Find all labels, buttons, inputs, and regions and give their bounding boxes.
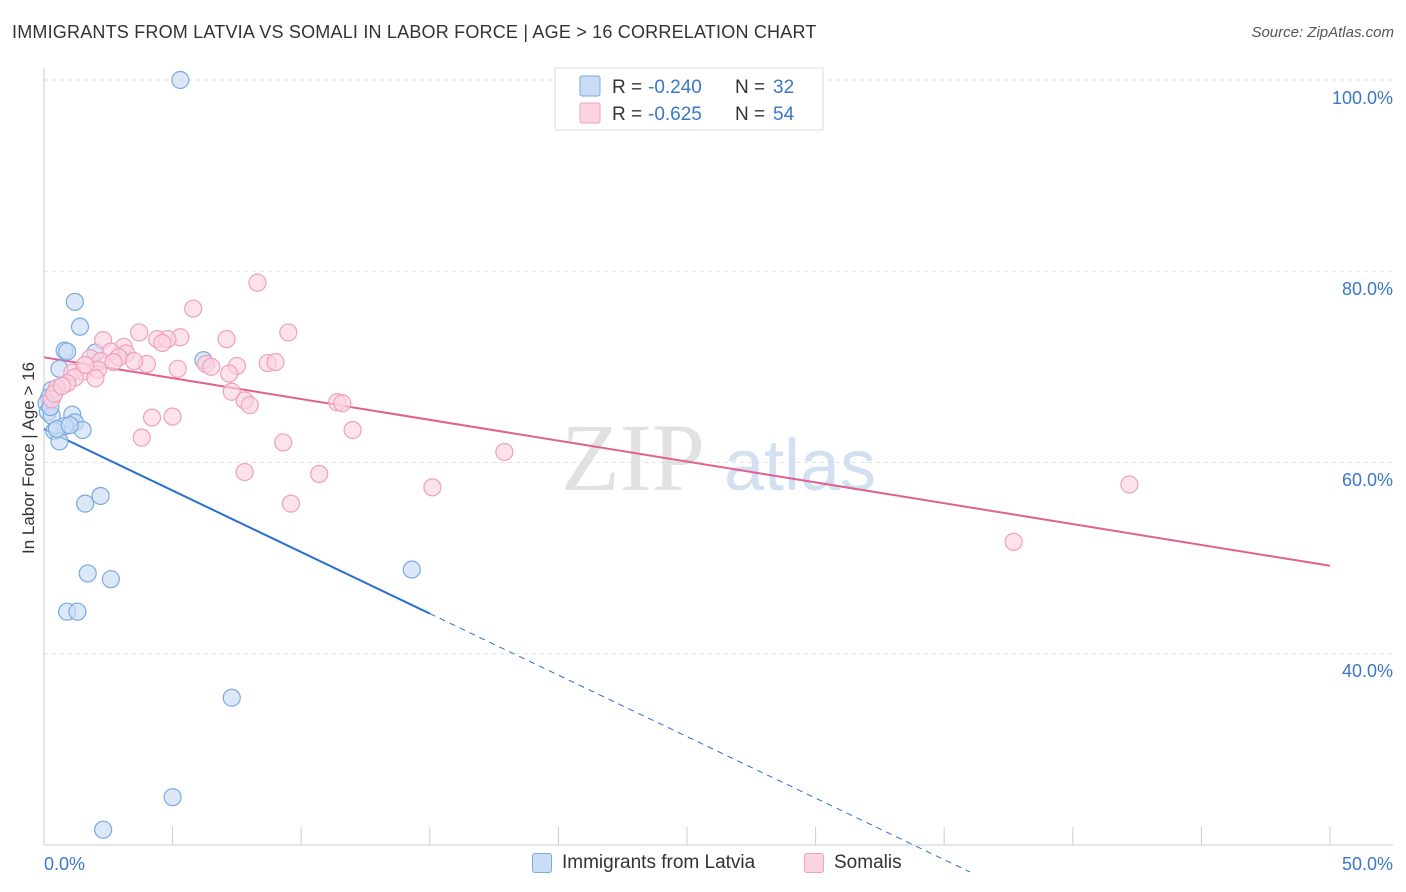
- y-tick-label-60: 60.0%: [1342, 470, 1393, 490]
- data-point-s1-51: [124, 352, 144, 371]
- data-point-s0-28: [163, 788, 182, 807]
- legend-label-somalis: Somalis: [834, 852, 902, 873]
- legend-n-label-latvia: N =: [735, 77, 765, 98]
- axes: [43, 68, 1393, 846]
- data-point-s1-25: [220, 364, 239, 383]
- legend-r-label-somalis: R =: [612, 104, 642, 125]
- data-point-s0-4: [58, 342, 77, 361]
- watermark-zip: ZIP: [561, 404, 705, 511]
- data-point-s1-20: [266, 352, 285, 372]
- grid-lines: [44, 79, 1393, 655]
- y-tick-label-80: 80.0%: [1342, 279, 1393, 299]
- data-point-s1-46: [281, 494, 301, 513]
- data-point-s0-22: [78, 564, 97, 583]
- data-point-s1-34: [333, 394, 352, 413]
- legend-swatch-latvia-bottom: [532, 853, 552, 873]
- y-tick-label-40: 40.0%: [1342, 661, 1393, 681]
- data-point-s1-42: [235, 462, 254, 482]
- chart-title: IMMIGRANTS FROM LATVIA VS SOMALI IN LABO…: [12, 22, 817, 42]
- data-point-s1-3: [279, 323, 298, 342]
- x-tick-label-max: 50.0%: [1342, 854, 1393, 874]
- data-point-s0-26: [68, 602, 87, 621]
- series-legend: Immigrants from Latvia Somalis: [0, 852, 1406, 878]
- data-point-s1-53: [153, 333, 172, 353]
- x-tick-labels: 0.0% 50.0%: [44, 854, 1393, 874]
- data-point-s1-30: [222, 382, 241, 401]
- data-point-s1-0: [248, 273, 267, 292]
- trend-line-extension-0: [429, 613, 971, 873]
- data-point-s1-2: [130, 323, 149, 342]
- data-point-s0-23: [101, 570, 120, 589]
- data-point-s0-31: [60, 416, 79, 435]
- data-point-s1-45: [1120, 475, 1139, 494]
- data-points: [37, 70, 1139, 839]
- data-point-s1-40: [274, 433, 293, 452]
- legend-n-label-somalis: N =: [735, 104, 765, 125]
- data-point-s0-0: [171, 70, 190, 90]
- data-point-s1-49: [52, 376, 72, 396]
- data-point-s0-24: [402, 560, 421, 579]
- data-point-s0-1: [65, 292, 84, 311]
- data-point-s0-29: [94, 820, 113, 839]
- trend-lines: [43, 356, 1331, 873]
- data-point-s1-32: [240, 396, 259, 415]
- chart-source: Source: ZipAtlas.com: [1251, 24, 1394, 41]
- data-point-s0-27: [222, 688, 241, 707]
- legend-swatch-latvia: [579, 75, 601, 97]
- data-point-s1-36: [142, 408, 162, 427]
- stats-legend: R = -0.240 N = 32 R = -0.625 N = 54: [554, 67, 824, 131]
- data-point-s1-38: [132, 428, 151, 447]
- data-point-s0-2: [70, 317, 90, 336]
- trend-line-1: [43, 356, 1331, 567]
- data-point-s1-52: [202, 357, 221, 376]
- y-tick-label-100: 100.0%: [1332, 88, 1393, 108]
- legend-swatch-somalis-bottom: [804, 853, 824, 873]
- legend-swatch-somalis: [579, 102, 601, 124]
- trend-line-0: [43, 428, 431, 615]
- legend-item-somalis: Somalis: [804, 852, 902, 874]
- legend-r-value-latvia: -0.240: [648, 77, 702, 98]
- data-point-s0-20: [91, 486, 110, 506]
- data-point-s1-27: [86, 369, 105, 388]
- data-point-s1-50: [76, 355, 95, 375]
- data-point-s1-21: [168, 359, 187, 378]
- y-tick-labels: 100.0% 80.0% 60.0% 40.0%: [1332, 88, 1393, 681]
- data-point-s1-1: [184, 299, 203, 318]
- x-tick-label-min: 0.0%: [44, 854, 85, 874]
- data-point-s0-21: [76, 494, 95, 513]
- legend-n-value-latvia: 32: [773, 77, 794, 98]
- data-point-s1-7: [217, 330, 236, 349]
- watermark-atlas: atlas: [724, 426, 876, 506]
- data-point-s1-37: [163, 407, 182, 426]
- watermark: ZIP atlas: [561, 404, 876, 511]
- legend-r-label-latvia: R =: [612, 77, 642, 98]
- data-point-s1-43: [310, 464, 329, 484]
- legend-label-latvia: Immigrants from Latvia: [562, 852, 756, 873]
- data-point-s1-47: [1004, 532, 1023, 551]
- legend-item-latvia: Immigrants from Latvia: [532, 852, 755, 874]
- legend-r-value-somalis: -0.625: [648, 104, 702, 125]
- y-axis-label: In Labor Force | Age > 16: [19, 362, 38, 554]
- data-point-s1-41: [495, 442, 514, 462]
- legend-n-value-somalis: 54: [773, 104, 795, 125]
- data-point-s1-39: [343, 420, 362, 440]
- data-point-s1-15: [104, 352, 123, 372]
- data-point-s1-44: [423, 478, 442, 497]
